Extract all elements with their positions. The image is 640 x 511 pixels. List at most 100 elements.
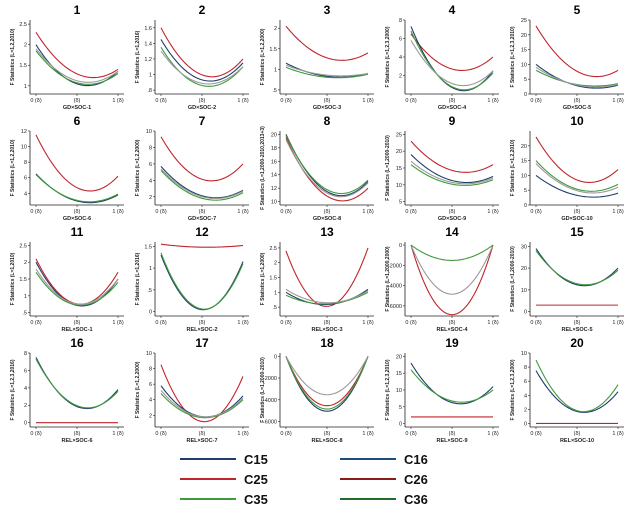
y-axis-label: F Statistics (L=1,2,3,2016) — [10, 359, 16, 420]
x-tick-label: 0 (δ) — [530, 431, 541, 437]
chart-title: 17 — [195, 336, 209, 350]
legend-swatch — [340, 478, 396, 480]
y-tick-label: 0 — [524, 421, 527, 427]
series-line-gray — [410, 40, 494, 87]
y-axis-label: F Statistics (L=1,2016) — [135, 252, 141, 305]
x-tick-label: 1 (δ) — [237, 209, 248, 215]
y-axis-label: F Statistics (L=1,2000) — [260, 252, 266, 305]
chart-title: 2 — [199, 3, 206, 17]
y-tick-label: 1 — [149, 266, 152, 272]
x-axis-label: GD×SOC-6 — [63, 216, 91, 222]
chart-panel-2: 2 1.6 1.4 1.2 1 .8 0 (δ) (δ) 1 (δ) GD×SOC-2 F Stat… — [133, 2, 255, 112]
y-tick-label: 2 — [149, 413, 152, 419]
y-tick-label: 0 — [149, 310, 152, 316]
series-line-c25 — [410, 33, 494, 72]
y-tick-label: 12 — [21, 129, 27, 135]
chart-panel-8: 8 20 18 16 14 12 10 0 (δ) (δ) 1 (δ) GD×SOC-8 F Stat… — [258, 113, 380, 223]
y-tick-label: 8 — [149, 145, 152, 151]
x-axis-label: GD×SOC-2 — [188, 105, 216, 111]
y-tick-label: 1.5 — [19, 277, 27, 283]
series-line-gray — [285, 64, 369, 77]
chart-title: 18 — [320, 336, 334, 350]
y-tick-label: 10 — [521, 351, 527, 357]
y-tick-label: 10 — [521, 62, 527, 68]
chart-svg: 16 8 6 4 2 00 (δ) (δ) 1 (δ) REL×SOC-6 F Statistic… — [10, 336, 124, 444]
chart-title: 3 — [324, 3, 331, 17]
x-tick-label: 0 (δ) — [530, 209, 541, 215]
legend-swatch — [180, 498, 236, 500]
x-tick-label: (δ) — [74, 209, 81, 215]
series-line-c15 — [535, 174, 619, 198]
y-tick-label: 4 — [399, 55, 402, 61]
x-tick-label: 0 (δ) — [30, 431, 41, 437]
y-tick-label: 10 — [146, 351, 152, 357]
x-axis-label: REL×SOC-10 — [560, 438, 594, 444]
legend-swatch — [180, 458, 236, 460]
y-axis-label: F Statistics (L=1,2010) — [10, 252, 16, 305]
x-tick-label: (δ) — [574, 431, 581, 437]
x-tick-label: 0 (δ) — [30, 98, 41, 104]
x-tick-label: 1 (δ) — [362, 209, 373, 215]
x-tick-label: (δ) — [449, 209, 456, 215]
series-line-gray — [160, 168, 244, 200]
x-tick-label: 0 (δ) — [405, 431, 416, 437]
legend-label: C36 — [404, 491, 428, 507]
chart-panel-7: 7 10 8 6 4 2 0 (δ) (δ) 1 (δ) GD×SOC-7 F Statistics… — [133, 113, 255, 223]
series-line-c25 — [410, 244, 494, 316]
series-line-c35 — [285, 291, 369, 305]
chart-panel-19: 19 20 15 10 5 0 0 (δ) (δ) 1 (δ) REL×SOC-9 F Statis… — [383, 335, 505, 445]
chart-title: 15 — [570, 225, 584, 239]
y-tick-label: 15 — [396, 166, 402, 172]
x-tick-label: (δ) — [199, 431, 206, 437]
y-axis-label: F Statistics (L=1,2,2000) — [260, 28, 266, 85]
y-tick-label: 15 — [521, 48, 527, 54]
chart-svg: 2 1.6 1.4 1.2 1 .80 (δ) (δ) 1 (δ) GD×SOC-2 F Stat… — [135, 3, 249, 111]
series-line-c15 — [160, 254, 244, 311]
series-line-c15 — [35, 261, 119, 307]
x-axis-label: REL×SOC-9 — [436, 438, 467, 444]
y-tick-label: 25 — [396, 132, 402, 138]
chart-svg: 7 10 8 6 4 2 0 (δ) (δ) 1 (δ) GD×SOC-7 F Statistics… — [135, 114, 249, 222]
series-line-gray — [285, 288, 369, 304]
x-axis-label: REL×SOC-7 — [186, 438, 217, 444]
y-tick-label: 20 — [271, 132, 277, 138]
y-tick-label: 10 — [146, 129, 152, 135]
x-tick-label: 0 (δ) — [155, 320, 166, 326]
y-tick-label: .5 — [22, 311, 27, 317]
chart-title: 19 — [445, 336, 459, 350]
series-line-c35 — [160, 46, 244, 87]
x-tick-label: 1 (δ) — [237, 98, 248, 104]
y-tick-label: 15 — [521, 159, 527, 165]
y-tick-label: -6000 — [263, 420, 277, 426]
legend-label: C15 — [244, 451, 268, 467]
series-line-c35 — [35, 174, 119, 203]
chart-panel-3: 3 2 1.5 1.5 0 (δ) (δ) 1 (δ) GD×SOC-3 F Statistic… — [258, 2, 380, 112]
y-tick-label: 20 — [521, 33, 527, 39]
x-tick-label: (δ) — [574, 320, 581, 326]
x-tick-label: 0 (δ) — [280, 209, 291, 215]
series-line-c25 — [160, 243, 244, 248]
legend: C15 C16 C25 C26 C35 C36 — [0, 440, 640, 511]
y-tick-label: 6 — [524, 379, 527, 385]
y-tick-label: 20 — [521, 266, 527, 272]
series-line-gray — [35, 268, 119, 305]
x-tick-label: 0 (δ) — [530, 98, 541, 104]
chart-panel-11: 11 2.5 2 1.5 1.5 0 (δ) (δ) 1 (δ) REL×SOC-1 F Stat… — [8, 224, 130, 334]
y-axis-label: F Statistics (L=1,2000-2010,2013+3) — [260, 126, 266, 210]
y-tick-label: 1.2 — [144, 57, 152, 63]
series-line-c25 — [160, 27, 244, 78]
y-axis-label: F Statistics (L=1,2,2000) — [135, 361, 141, 418]
y-tick-label: 2 — [399, 74, 402, 80]
y-tick-label: 8 — [24, 351, 27, 357]
legend-label: C35 — [244, 491, 268, 507]
x-tick-label: 1 (δ) — [362, 320, 373, 326]
chart-svg: 321.51.50 (δ) (δ) 1 (δ)GD×SOC-3F Statistic… — [260, 3, 374, 111]
chart-svg: 8 20 18 16 14 12 100 (δ) (δ) 1 (δ) GD×SOC-8 F Stat… — [260, 114, 374, 222]
chart-svg: 112.521.51.50 (δ) (δ) 1 (δ)REL×SOC-1F Stat… — [10, 225, 124, 333]
legend-swatch — [340, 458, 396, 460]
legend-label: C16 — [404, 451, 428, 467]
chart-panel-9: 9 25 20 15 10 5 0 (δ) (δ) 1 (δ) GD×SOC-9 F Statist… — [383, 113, 505, 223]
y-tick-label: 0 — [524, 310, 527, 316]
series-line-c35 — [410, 244, 494, 261]
